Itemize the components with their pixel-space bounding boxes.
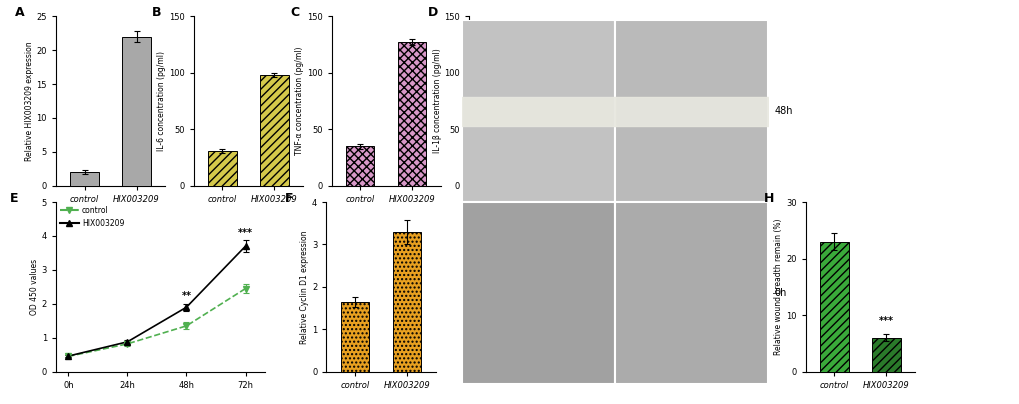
- Bar: [614, 202, 767, 384]
- Y-axis label: TNF-α concentration (pg/ml): TNF-α concentration (pg/ml): [294, 47, 304, 155]
- Y-axis label: Relative HIX003209 expression: Relative HIX003209 expression: [24, 41, 34, 161]
- Text: ***: ***: [237, 228, 253, 238]
- Y-axis label: OD 450 values: OD 450 values: [30, 259, 39, 315]
- Bar: [208, 151, 236, 186]
- Y-axis label: Relative wound breadth remain (%): Relative wound breadth remain (%): [773, 219, 783, 355]
- Y-axis label: IL-6 concentration (pg/ml): IL-6 concentration (pg/ml): [157, 51, 166, 151]
- Text: F: F: [284, 192, 293, 205]
- Bar: [340, 302, 369, 372]
- Bar: [871, 338, 900, 372]
- Bar: [614, 20, 767, 202]
- Bar: [397, 42, 426, 186]
- Text: **: **: [181, 291, 192, 301]
- Text: D: D: [427, 6, 437, 19]
- Bar: [462, 202, 614, 384]
- Text: 0h: 0h: [773, 288, 786, 298]
- Text: E: E: [10, 192, 18, 205]
- Y-axis label: IL-1β concentration (pg/ml): IL-1β concentration (pg/ml): [432, 48, 441, 154]
- Text: A: A: [14, 6, 24, 19]
- Bar: [819, 242, 848, 372]
- Bar: [70, 172, 99, 186]
- Text: B: B: [152, 6, 162, 19]
- Text: H: H: [763, 192, 774, 205]
- Bar: [535, 30, 564, 186]
- Legend: control, HIX003209: control, HIX003209: [60, 206, 124, 227]
- Bar: [462, 20, 614, 202]
- Text: C: C: [289, 6, 299, 19]
- Bar: [345, 146, 374, 186]
- Bar: [122, 36, 151, 186]
- Bar: [392, 232, 421, 372]
- Bar: [483, 145, 512, 186]
- Text: ***: ***: [878, 316, 893, 326]
- Text: 48h: 48h: [773, 106, 792, 116]
- Bar: [260, 75, 288, 186]
- Y-axis label: Relative Cyclin D1 expression: Relative Cyclin D1 expression: [300, 230, 309, 343]
